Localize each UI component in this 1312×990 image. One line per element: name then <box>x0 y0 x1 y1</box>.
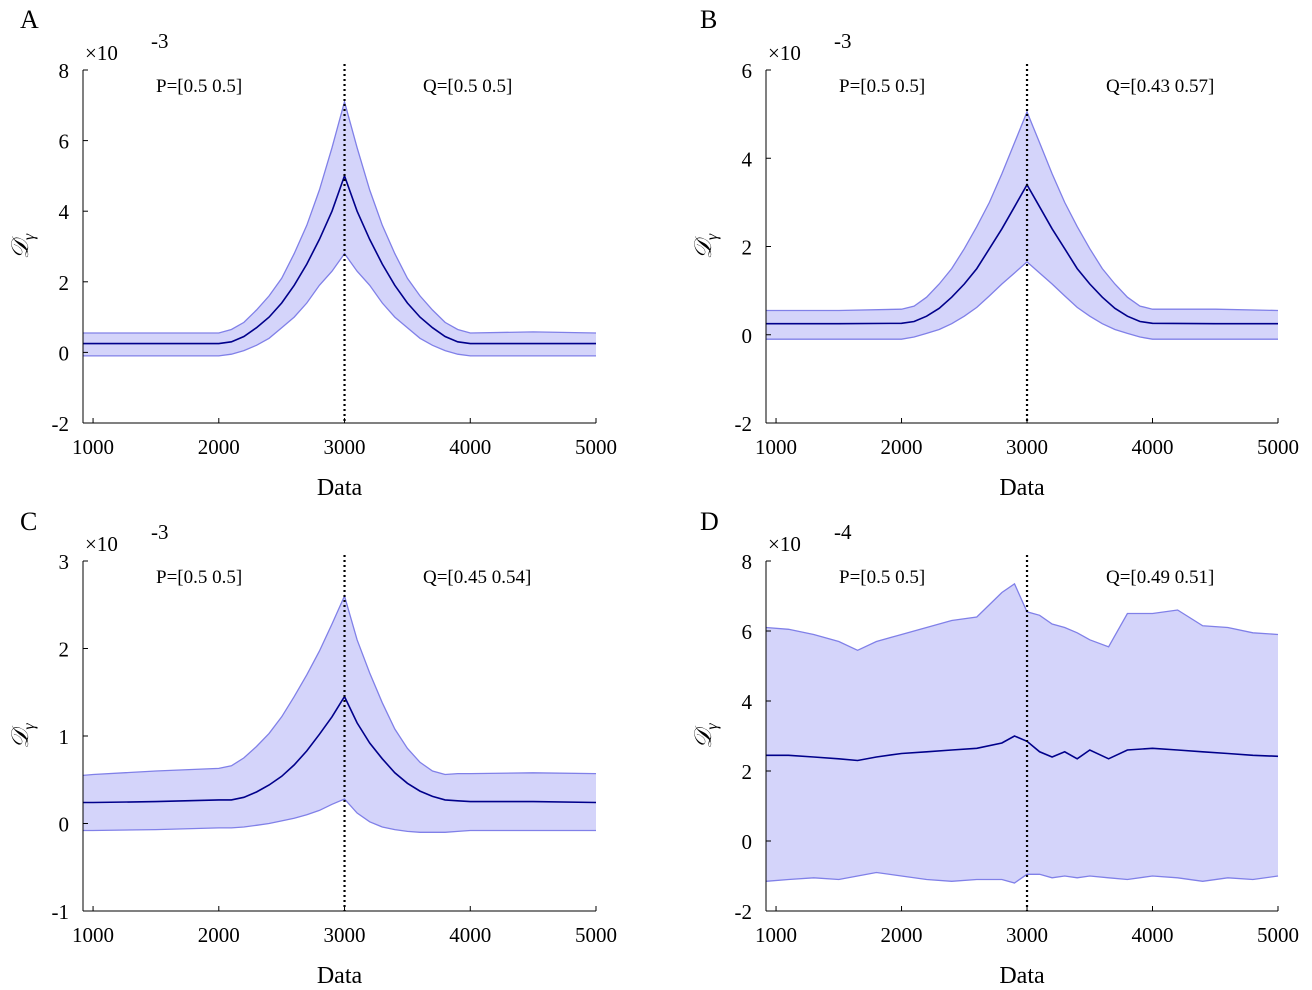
y-tick-label: 0 <box>742 324 753 348</box>
upper-bound-line <box>82 594 597 777</box>
y-axis-label: 𝒟γ <box>8 723 38 749</box>
mean-line <box>766 183 1278 325</box>
y-tick-label: 0 <box>742 830 753 854</box>
y-axis-label-subscript: γ <box>704 723 721 730</box>
annotation-p: P=[0.5 0.5] <box>839 567 925 588</box>
x-axis-label: Data <box>317 963 363 989</box>
y-exponent-label: ×10 <box>768 41 801 65</box>
y-exponent-power: -4 <box>834 520 852 544</box>
x-tick-label: 4000 <box>1132 435 1174 459</box>
x-axis-label: Data <box>317 475 363 501</box>
x-tick-label: 4000 <box>449 435 491 459</box>
annotation-p: P=[0.5 0.5] <box>839 76 925 97</box>
panel-letter: D <box>700 507 719 536</box>
panel-letter: A <box>20 5 39 34</box>
lower-bound-line <box>766 261 1278 340</box>
y-tick-label: -1 <box>52 900 70 924</box>
y-tick-label: 3 <box>59 550 70 574</box>
x-tick-label: 3000 <box>1006 923 1048 947</box>
annotation-p: P=[0.5 0.5] <box>156 567 242 588</box>
y-tick-label: 8 <box>742 550 753 574</box>
mean-line <box>83 694 597 804</box>
y-tick-label: 4 <box>742 147 753 171</box>
x-tick-label: 2000 <box>881 923 923 947</box>
y-exponent-power: -3 <box>834 29 852 53</box>
annotation-q: Q=[0.49 0.51] <box>1106 567 1214 588</box>
x-tick-label: 2000 <box>881 435 923 459</box>
y-tick-label: 2 <box>59 638 70 662</box>
y-tick-label: 0 <box>59 813 70 837</box>
annotation-q: Q=[0.45 0.54] <box>423 567 531 588</box>
x-tick-label: 1000 <box>755 435 797 459</box>
confidence-band <box>83 596 596 833</box>
y-exponent-label: ×10 <box>85 41 118 65</box>
y-axis-label: 𝒟γ <box>691 233 721 259</box>
x-tick-label: 2000 <box>198 923 240 947</box>
panel-d: 1000 2000 3000 4000 5000 -2 0 2 4 6 8 ×10 -4 Data 𝒟γ P=… <box>691 507 1299 989</box>
y-tick-label: 4 <box>59 200 70 224</box>
y-tick-label: 6 <box>742 59 753 83</box>
x-tick-label: 5000 <box>1257 435 1299 459</box>
annotation-p: P=[0.5 0.5] <box>156 76 242 97</box>
panel-c: 1000 2000 3000 4000 5000 -1 0 1 2 3 ×10 -3 Data 𝒟γ P=[… <box>8 507 617 989</box>
y-tick-label: 1 <box>59 725 70 749</box>
x-tick-label: 3000 <box>324 923 366 947</box>
y-tick-label: 6 <box>59 130 70 154</box>
mean-line <box>766 735 1279 762</box>
confidence-band <box>766 583 1278 883</box>
panel-a: 1000 2000 3000 4000 5000 -2 0 2 4 6 8 ×10 -3 Data 𝒟γ P=… <box>8 5 617 501</box>
x-tick-label: 3000 <box>1006 435 1048 459</box>
x-tick-label: 2000 <box>198 435 240 459</box>
y-axis-label-subscript: γ <box>704 233 721 240</box>
lower-bound-line <box>83 798 596 833</box>
upper-bound-line <box>765 582 1279 652</box>
x-tick-label: 1000 <box>755 923 797 947</box>
lower-bound-line <box>83 252 596 357</box>
x-tick-label: 1000 <box>72 435 114 459</box>
y-tick-label: 4 <box>742 690 753 714</box>
x-tick-label: 5000 <box>575 923 617 947</box>
lower-bound-line <box>765 871 1279 884</box>
y-tick-label: -2 <box>52 412 70 436</box>
upper-bound-line <box>766 110 1279 312</box>
panel-letter: C <box>20 507 37 536</box>
y-tick-label: -2 <box>735 412 753 436</box>
confidence-band <box>83 101 596 356</box>
mean-line <box>83 173 596 345</box>
y-axis-label-subscript: γ <box>21 233 38 240</box>
x-tick-label: 1000 <box>72 923 114 947</box>
y-tick-label: 2 <box>59 271 70 295</box>
y-axis-label: 𝒟γ <box>691 723 721 749</box>
y-exponent-power: -3 <box>151 520 169 544</box>
y-tick-label: 0 <box>59 341 70 365</box>
y-tick-label: 2 <box>742 236 753 260</box>
annotation-q: Q=[0.43 0.57] <box>1106 76 1214 97</box>
x-tick-label: 5000 <box>575 435 617 459</box>
x-tick-label: 4000 <box>449 923 491 947</box>
x-axis-label: Data <box>999 963 1045 989</box>
panel-b: 1000 2000 3000 4000 5000 -2 0 2 4 6 ×10 -3 Data 𝒟γ P=[… <box>691 5 1299 501</box>
x-axis-label: Data <box>999 475 1045 501</box>
upper-bound-line <box>83 99 597 334</box>
x-tick-label: 3000 <box>324 435 366 459</box>
annotation-q: Q=[0.5 0.5] <box>423 76 512 97</box>
y-tick-label: 8 <box>59 59 70 83</box>
x-tick-label: 5000 <box>1257 923 1299 947</box>
y-axis-label: 𝒟γ <box>8 233 38 259</box>
y-axis-label-subscript: γ <box>21 723 38 730</box>
y-tick-label: -2 <box>735 900 753 924</box>
y-tick-label: 6 <box>742 620 753 644</box>
y-exponent-label: ×10 <box>85 532 118 556</box>
confidence-band <box>766 111 1278 340</box>
y-exponent-label: ×10 <box>768 532 801 556</box>
x-tick-label: 4000 <box>1132 923 1174 947</box>
y-tick-label: 2 <box>742 760 753 784</box>
panel-letter: B <box>700 5 717 34</box>
y-exponent-power: -3 <box>151 29 169 53</box>
